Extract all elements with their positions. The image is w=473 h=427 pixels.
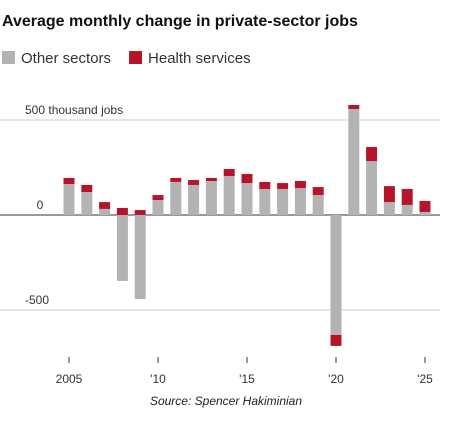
bar [330,334,342,346]
bar [277,188,289,215]
bar [134,215,146,299]
bar [312,195,324,215]
x-tick-label: '10 [150,372,166,386]
legend-label: Other sectors [21,50,111,67]
bar [170,177,182,182]
legend-swatch [2,51,15,64]
x-tick-label: 2005 [56,372,83,386]
bar [188,184,200,215]
bar [81,184,93,193]
bar [116,215,128,281]
bar [205,177,217,181]
bar [99,208,111,215]
bar [205,180,217,215]
bar [294,180,306,189]
bar [366,161,378,215]
x-tick-label: '15 [239,372,255,386]
bar [170,181,182,215]
bar [152,199,164,215]
bar [259,188,271,215]
bar [383,202,395,215]
legend-swatch [129,51,143,64]
bar [259,181,271,189]
bar [134,210,146,215]
bar [241,183,253,215]
x-tick-label: '20 [328,372,344,386]
bar [152,195,164,200]
legend-label: Health services [148,50,251,67]
bar [366,146,378,162]
bar [63,184,75,215]
bar [277,183,289,189]
y-tick-label: -500 [25,293,49,307]
bar [419,200,431,212]
bar [348,104,360,109]
bar [188,180,200,185]
y-tick-label: 0 [37,198,44,212]
bar [294,188,306,215]
x-tick-label: '25 [417,372,433,386]
bar [330,215,342,335]
bar [419,211,431,215]
bar [116,207,128,215]
bar [241,173,253,184]
bar [312,187,324,196]
bar [81,192,93,215]
bar [383,186,395,203]
bar [63,177,75,185]
source: Source: Spencer Hakiminian [150,394,302,408]
bar [401,188,413,205]
bar [223,169,235,177]
bar [223,176,235,215]
bar [401,204,413,215]
bar [348,108,360,215]
bar [99,202,111,209]
y-tick-label: 500 thousand jobs [25,103,123,117]
chart-title: Average monthly change in private-sector… [2,13,358,30]
